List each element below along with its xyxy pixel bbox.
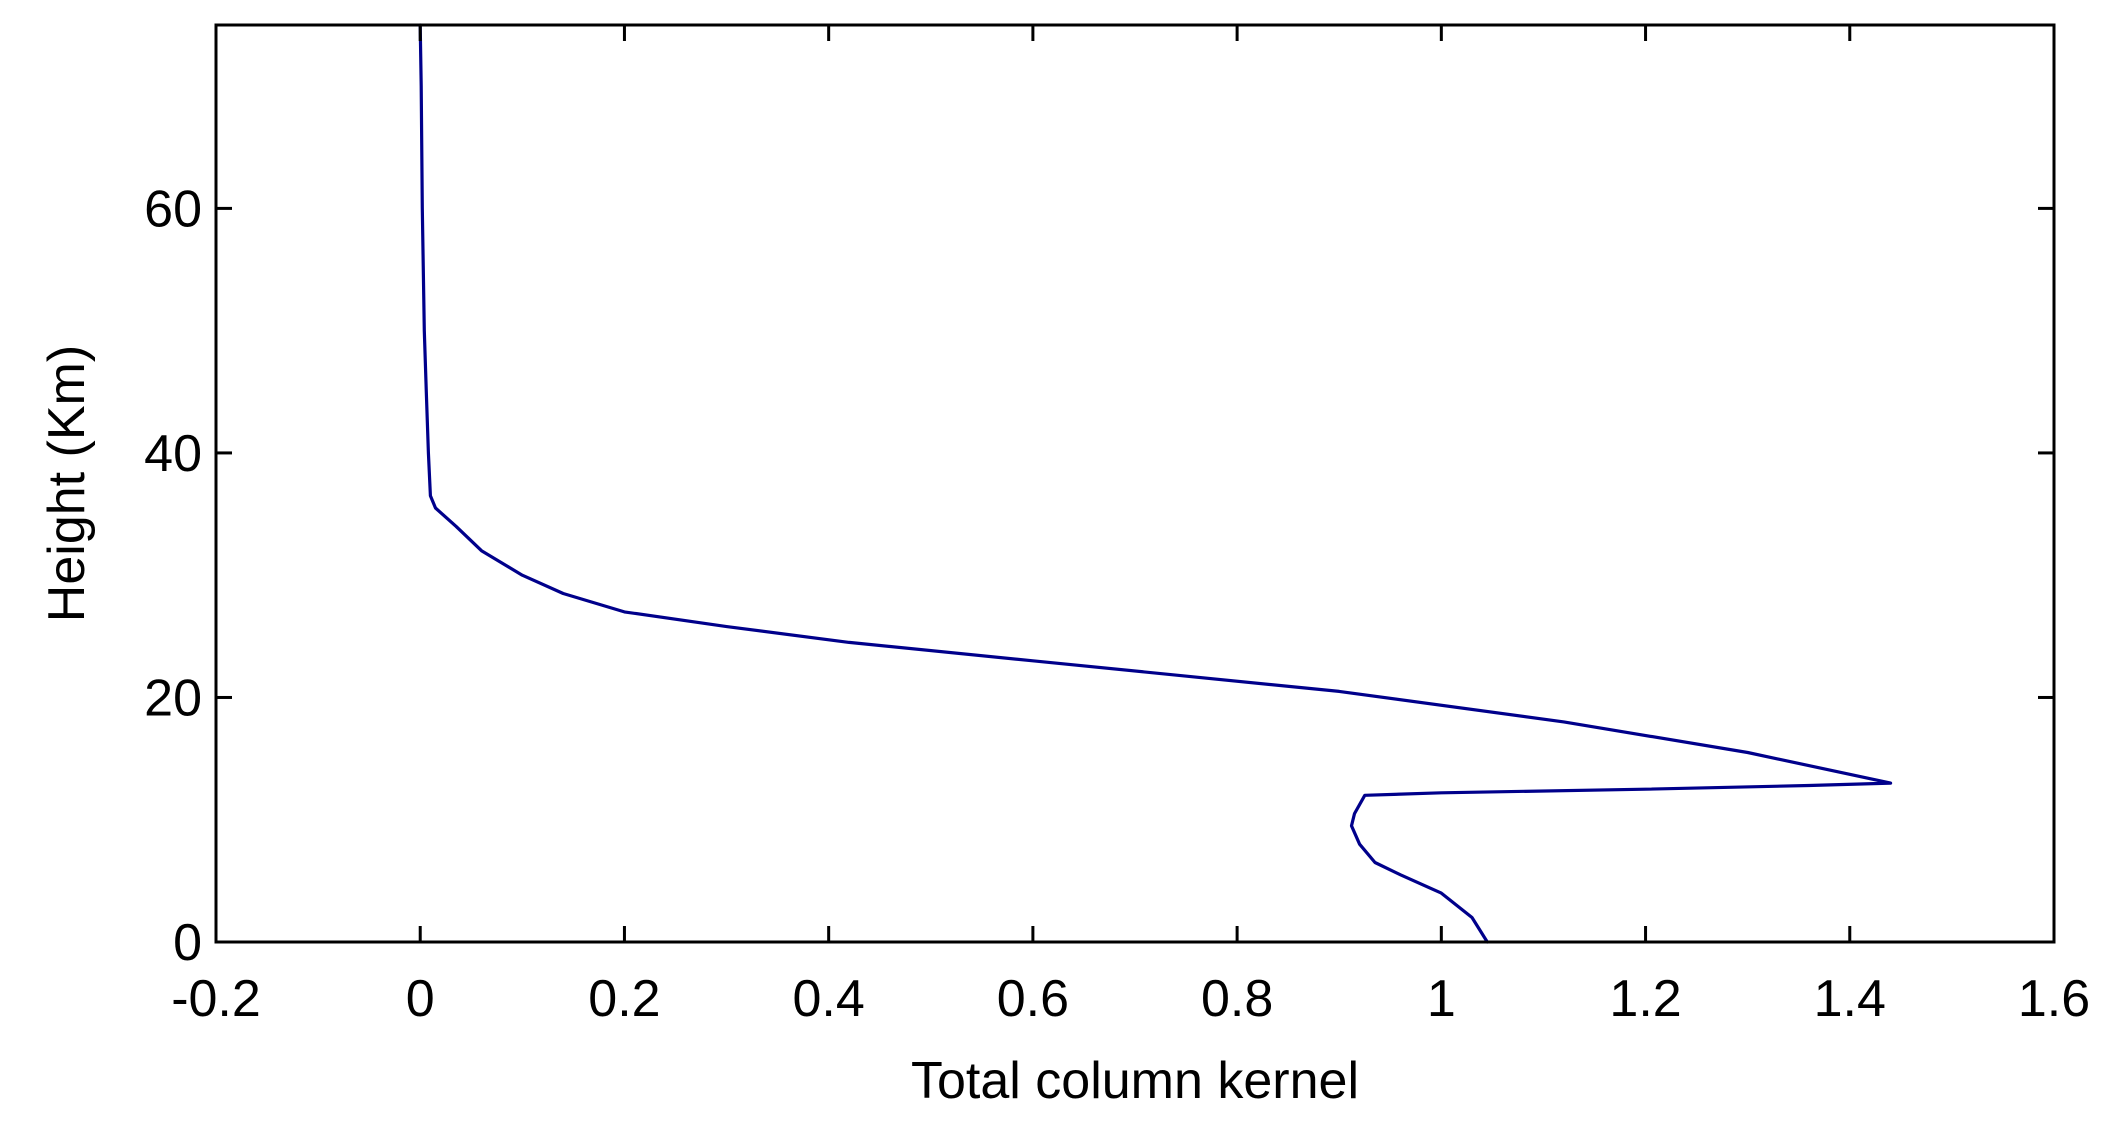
- y-tick-label: 0: [173, 914, 202, 972]
- series-line: [418, 23, 1893, 944]
- axes-box: [214, 23, 2056, 944]
- y-tick-label: 40: [144, 425, 202, 483]
- x-tick-label: -0.2: [171, 970, 261, 1028]
- x-tick-label: 0.2: [588, 970, 660, 1028]
- x-tick-label: 0.6: [997, 970, 1069, 1028]
- x-tick-label: 1: [1427, 970, 1456, 1028]
- y-tick-label: 60: [144, 180, 202, 238]
- x-tick-label: 1.4: [1814, 970, 1886, 1028]
- x-tick-label: 1.6: [2018, 970, 2090, 1028]
- x-tick-label: 0: [406, 970, 435, 1028]
- x-axis-label: Total column kernel: [911, 1052, 1359, 1110]
- x-tick-label: 0.8: [1201, 970, 1273, 1028]
- y-axis-label: Height (Km): [38, 345, 96, 622]
- y-tick-label: 20: [144, 669, 202, 727]
- x-tick-label: 0.4: [793, 970, 865, 1028]
- x-tick-label: 1.2: [1609, 970, 1681, 1028]
